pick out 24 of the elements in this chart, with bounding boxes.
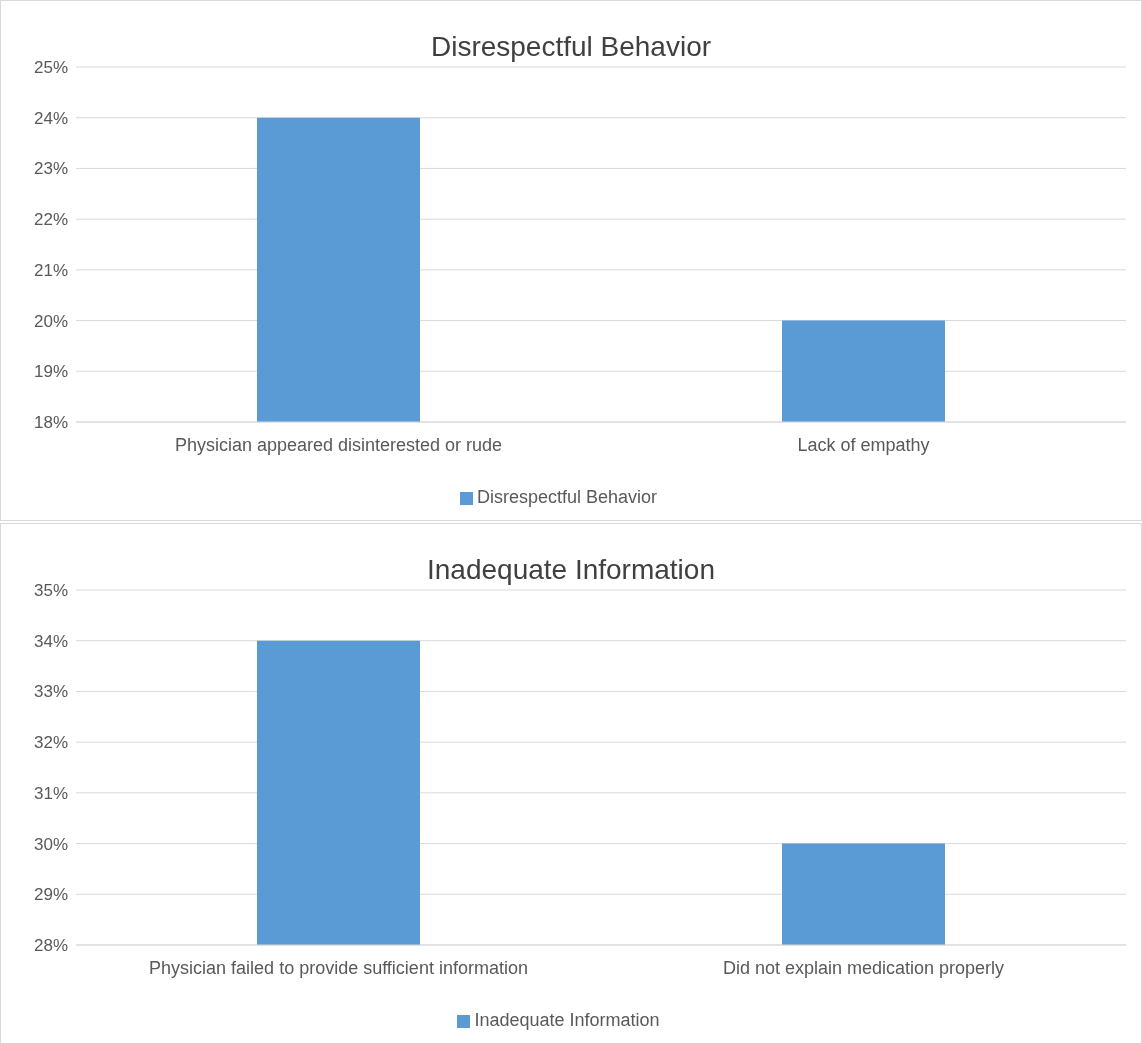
y-tick-label: 30% [33,834,68,854]
y-tick-label: 18% [33,413,68,433]
x-tick-label: Lack of empathy [797,434,930,455]
y-tick-label: 25% [33,58,68,78]
chart-title: Disrespectful Behavior [430,31,712,62]
x-tick-label: Physician appeared disinterested or rude [174,434,503,455]
y-tick-label: 31% [33,783,68,803]
x-tick-label: Did not explain medication properly [722,957,1005,978]
y-tick-label: 19% [33,362,68,382]
legend-label: Inadequate Information [474,1010,660,1030]
y-tick-label: 22% [33,210,68,230]
chart-title: Inadequate Information [427,554,715,585]
y-tick-label: 35% [33,581,68,601]
y-tick-label: 28% [33,936,68,956]
y-tick-label: 29% [33,885,68,905]
x-tick-label: Physician failed to provide sufficient information [149,957,528,978]
y-tick-label: 32% [33,733,68,753]
legend-label: Disrespectful Behavior [476,487,658,507]
y-tick-label: 20% [33,311,68,331]
y-tick-label: 24% [33,108,68,128]
y-tick-label: 23% [33,159,68,179]
y-tick-label: 34% [33,631,68,651]
y-tick-label: 21% [33,260,68,280]
y-tick-label: 33% [33,682,68,702]
